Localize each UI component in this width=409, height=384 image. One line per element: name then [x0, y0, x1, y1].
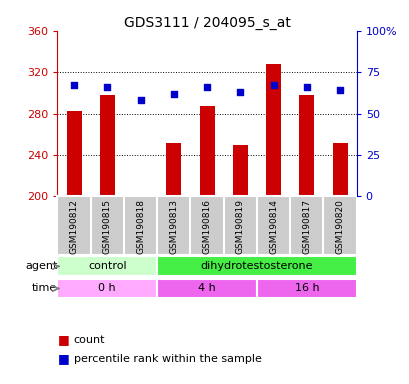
Bar [199, 106, 214, 197]
Text: 0 h: 0 h [98, 283, 116, 293]
Text: GSM190815: GSM190815 [103, 199, 112, 254]
Bar [157, 257, 356, 276]
Point [170, 91, 177, 97]
Text: 16 h: 16 h [294, 283, 318, 293]
Bar [299, 95, 314, 197]
Text: GSM190818: GSM190818 [136, 199, 145, 254]
Bar [265, 64, 280, 197]
Text: 4 h: 4 h [198, 283, 216, 293]
Bar [57, 257, 157, 276]
Bar [157, 278, 256, 298]
Bar [256, 278, 356, 298]
Bar [66, 111, 81, 197]
Point [104, 84, 110, 90]
Bar [57, 278, 157, 298]
Text: ■: ■ [57, 353, 69, 366]
Text: GSM190820: GSM190820 [335, 199, 344, 254]
Text: GSM190813: GSM190813 [169, 199, 178, 254]
Text: count: count [74, 335, 105, 345]
Text: GSM190816: GSM190816 [202, 199, 211, 254]
Bar [166, 142, 181, 197]
Bar [99, 95, 115, 197]
Text: GSM190814: GSM190814 [268, 199, 277, 254]
Point [236, 89, 243, 95]
Point [71, 82, 77, 88]
Title: GDS3111 / 204095_s_at: GDS3111 / 204095_s_at [123, 16, 290, 30]
Text: ■: ■ [57, 333, 69, 346]
Text: percentile rank within the sample: percentile rank within the sample [74, 354, 261, 364]
Text: GSM190819: GSM190819 [235, 199, 244, 254]
Point [137, 97, 144, 103]
Bar [232, 145, 247, 197]
Bar [332, 142, 347, 197]
Text: control: control [88, 262, 126, 271]
Point [203, 84, 210, 90]
Text: agent: agent [25, 262, 57, 271]
Text: time: time [32, 283, 57, 293]
Point [336, 87, 342, 93]
Bar [133, 195, 148, 197]
Text: GSM190812: GSM190812 [70, 199, 79, 254]
Point [270, 82, 276, 88]
Point [303, 84, 309, 90]
Text: dihydrotestosterone: dihydrotestosterone [200, 262, 312, 271]
Text: GSM190817: GSM190817 [301, 199, 310, 254]
